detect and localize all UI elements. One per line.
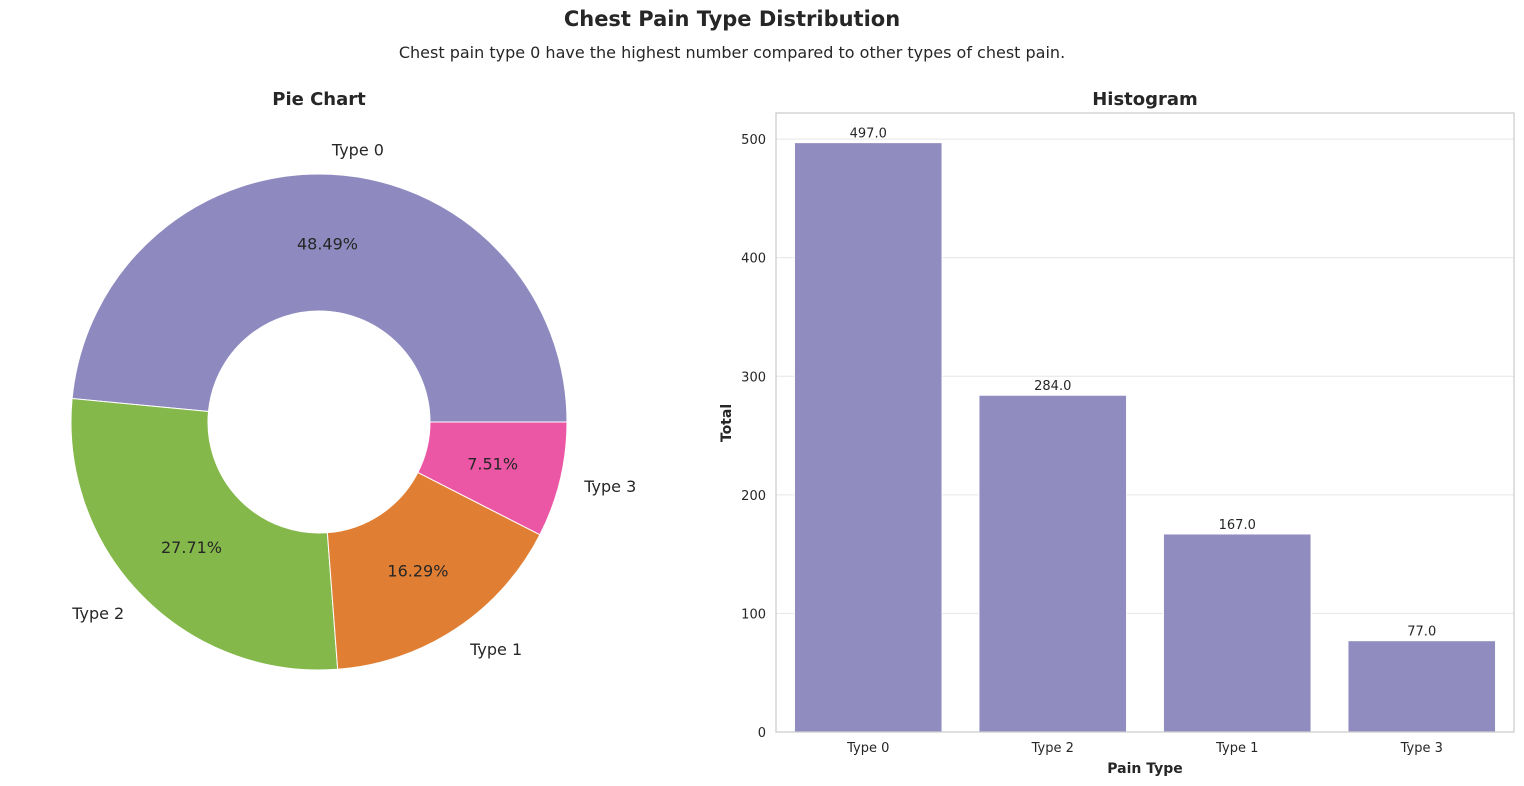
y-tick-0: 0 — [758, 726, 766, 741]
pie-slice-type-2 — [70, 397, 339, 671]
y-axis-label: Total — [719, 404, 735, 442]
x-tick-type-3: Type 3 — [1400, 741, 1443, 756]
pie-slice-type-3 — [417, 421, 568, 536]
x-tick-type-1: Type 1 — [1215, 741, 1258, 756]
pie-chart-panel: Pie Chart Type 0 48.49% Type 2 27.71% Type 1… — [70, 89, 636, 671]
pie-label-type-0: Type 0 — [331, 141, 384, 160]
y-tick-400: 400 — [741, 252, 766, 267]
pie-label-type-2: Type 2 — [71, 604, 124, 623]
figure-subtitle: Chest pain type 0 have the highest numbe… — [399, 43, 1065, 62]
pie-label-type-1: Type 1 — [469, 640, 522, 659]
pie-percent-type-1: 16.29% — [387, 562, 448, 581]
bar-type-2 — [978, 394, 1128, 733]
y-tick-300: 300 — [741, 370, 766, 385]
y-tick-labels: 0 100 200 300 400 500 — [741, 133, 766, 741]
pie-slice-type-0 — [71, 173, 568, 423]
bars — [793, 142, 1497, 733]
pie-percent-type-2: 27.71% — [161, 538, 222, 557]
bar-value-type-0: 497.0 — [850, 127, 887, 142]
x-tick-labels: Type 0 Type 2 Type 1 Type 3 — [846, 741, 1443, 756]
y-tick-500: 500 — [741, 133, 766, 148]
bar-chart-title: Histogram — [1092, 89, 1198, 110]
plot-area-frame — [775, 112, 1515, 733]
pie-slice-type-1 — [326, 471, 541, 670]
y-tick-100: 100 — [741, 607, 766, 622]
x-tick-type-0: Type 0 — [846, 741, 889, 756]
bar-chart-panel: Histogram 497.0 284.0 167.0 77.0 0 100 200 300… — [719, 89, 1515, 777]
figure-title: Chest Pain Type Distribution — [564, 7, 900, 31]
bar-value-type-1: 167.0 — [1219, 518, 1256, 533]
pie-percent-type-3: 7.51% — [467, 455, 518, 474]
bar-type-1 — [1162, 533, 1312, 733]
bar-value-type-3: 77.0 — [1407, 625, 1436, 640]
pie-label-type-3: Type 3 — [583, 477, 636, 496]
bar-value-type-2: 284.0 — [1034, 379, 1071, 394]
pie-slices — [70, 173, 568, 671]
bar-value-labels: 497.0 284.0 167.0 77.0 — [850, 127, 1437, 640]
x-tick-type-2: Type 2 — [1031, 741, 1074, 756]
x-axis-label: Pain Type — [1107, 761, 1183, 777]
y-tick-200: 200 — [741, 489, 766, 504]
pie-labels: Type 0 48.49% Type 2 27.71% Type 1 16.29% Type… — [71, 141, 636, 660]
pie-chart-title: Pie Chart — [272, 89, 366, 110]
pie-percent-type-0: 48.49% — [297, 235, 358, 254]
bar-type-0 — [793, 142, 943, 733]
bar-type-3 — [1347, 640, 1497, 733]
